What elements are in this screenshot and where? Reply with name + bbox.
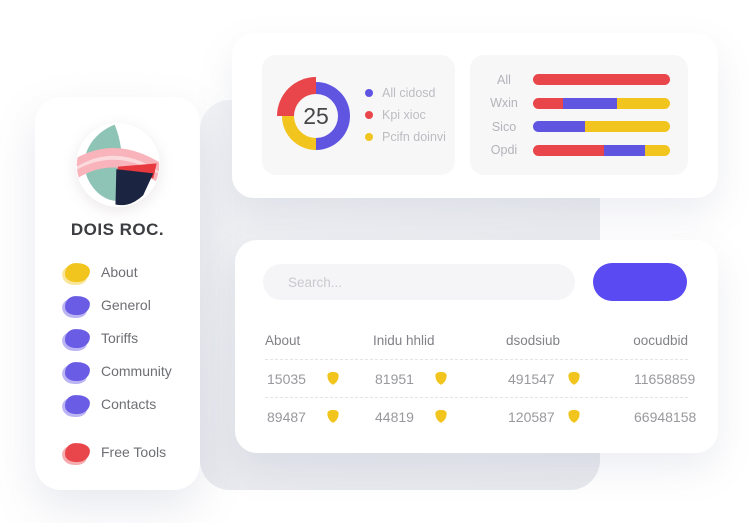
data-table: About Inidu hhlid dsodsiub oocudbid 1503… — [265, 330, 697, 435]
stacked-bar — [533, 121, 670, 133]
donut-center-value: 25 — [294, 94, 338, 138]
badge-shield-icon — [327, 410, 339, 423]
table-header-row: About Inidu hhlid dsodsiub oocudbid — [265, 332, 688, 348]
table-row: 89487 44819 120587 66948158 — [267, 408, 697, 425]
bar-row-opdi: Opdi — [485, 143, 670, 157]
sidebar-item-label: Community — [101, 363, 172, 379]
table-row: 15035 81951 491547 11658859 — [267, 370, 696, 387]
sidebar-item-community[interactable]: Community — [65, 361, 200, 381]
sidebar-item-label: Free Tools — [101, 444, 167, 460]
sidebar: DOIS ROC. About Generol Toriffs Communit… — [35, 97, 200, 490]
logo-image — [76, 123, 159, 207]
toriffs-blob-icon — [65, 329, 90, 348]
search-input[interactable] — [263, 264, 575, 300]
sidebar-item-label: Contacts — [101, 396, 157, 412]
bar-chart-panel: All Wxin Sico Opdi — [470, 55, 688, 175]
bar-row-sico: Sico — [485, 120, 670, 134]
donut-legend: All cidosd Kpi xioc Pcifn doinvi — [365, 82, 446, 148]
badge-shield-icon — [435, 372, 447, 385]
row-divider — [265, 397, 688, 398]
brand-title: DOIS ROC. — [70, 220, 165, 239]
legend-dot-icon — [365, 133, 373, 141]
about-blob-icon — [65, 263, 90, 282]
legend-dot-icon — [365, 89, 373, 97]
badge-shield-icon — [327, 372, 339, 385]
sidebar-item-about[interactable]: About — [65, 262, 200, 282]
badge-shield-icon — [435, 410, 447, 423]
donut-chart: 25 — [276, 76, 356, 156]
contacts-blob-icon — [65, 395, 90, 414]
bar-row-wxin: Wxin — [485, 96, 670, 110]
badge-shield-icon — [568, 372, 580, 385]
stacked-bar — [533, 144, 670, 156]
brand-logo — [76, 123, 160, 207]
legend-item: All cidosd — [365, 82, 446, 104]
sidebar-item-toriffs[interactable]: Toriffs — [65, 328, 200, 348]
sidebar-item-label: About — [101, 264, 138, 280]
table-card: About Inidu hhlid dsodsiub oocudbid 1503… — [235, 240, 718, 453]
legend-item: Pcifn doinvi — [365, 126, 446, 148]
decor-white-block — [0, 0, 193, 57]
row-divider — [265, 359, 688, 360]
stacked-bar — [533, 74, 670, 86]
primary-action-button[interactable] — [593, 263, 687, 301]
charts-card: 25 All cidosd Kpi xioc Pcifn doinvi — [232, 33, 718, 198]
bar-row-all: All — [485, 73, 670, 87]
sidebar-item-generol[interactable]: Generol — [65, 295, 200, 315]
sidebar-item-free-tools[interactable]: Free Tools — [65, 442, 200, 462]
sidebar-item-label: Toriffs — [101, 330, 139, 346]
stacked-bar — [533, 97, 670, 109]
donut-chart-panel: 25 All cidosd Kpi xioc Pcifn doinvi — [262, 55, 455, 175]
legend-dot-icon — [365, 111, 373, 119]
free-tools-blob-icon — [65, 443, 90, 462]
badge-shield-icon — [568, 410, 580, 423]
sidebar-menu: About Generol Toriffs Community Contacts… — [35, 262, 200, 462]
sidebar-item-contacts[interactable]: Contacts — [65, 394, 200, 414]
generol-blob-icon — [65, 296, 90, 315]
community-blob-icon — [65, 362, 90, 381]
sidebar-item-label: Generol — [101, 297, 151, 313]
legend-item: Kpi xioc — [365, 104, 446, 126]
